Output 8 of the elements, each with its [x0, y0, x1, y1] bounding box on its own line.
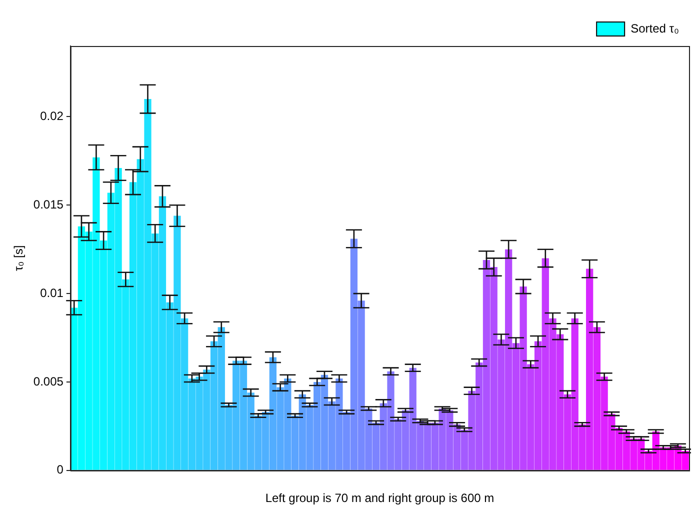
y-tick-label: 0.01 [40, 286, 64, 300]
y-tick-label: 0.005 [33, 374, 64, 388]
y-tick-label: 0.015 [33, 197, 64, 212]
y-axis-title: τ₀ [s] [12, 245, 26, 272]
x-axis-title: Left group is 70 m and right group is 600 m [265, 491, 494, 506]
legend-label: Sorted τ₀ [630, 21, 680, 36]
y-tick-label: 0.02 [40, 109, 64, 124]
y-tick-label: 0 [56, 462, 64, 477]
